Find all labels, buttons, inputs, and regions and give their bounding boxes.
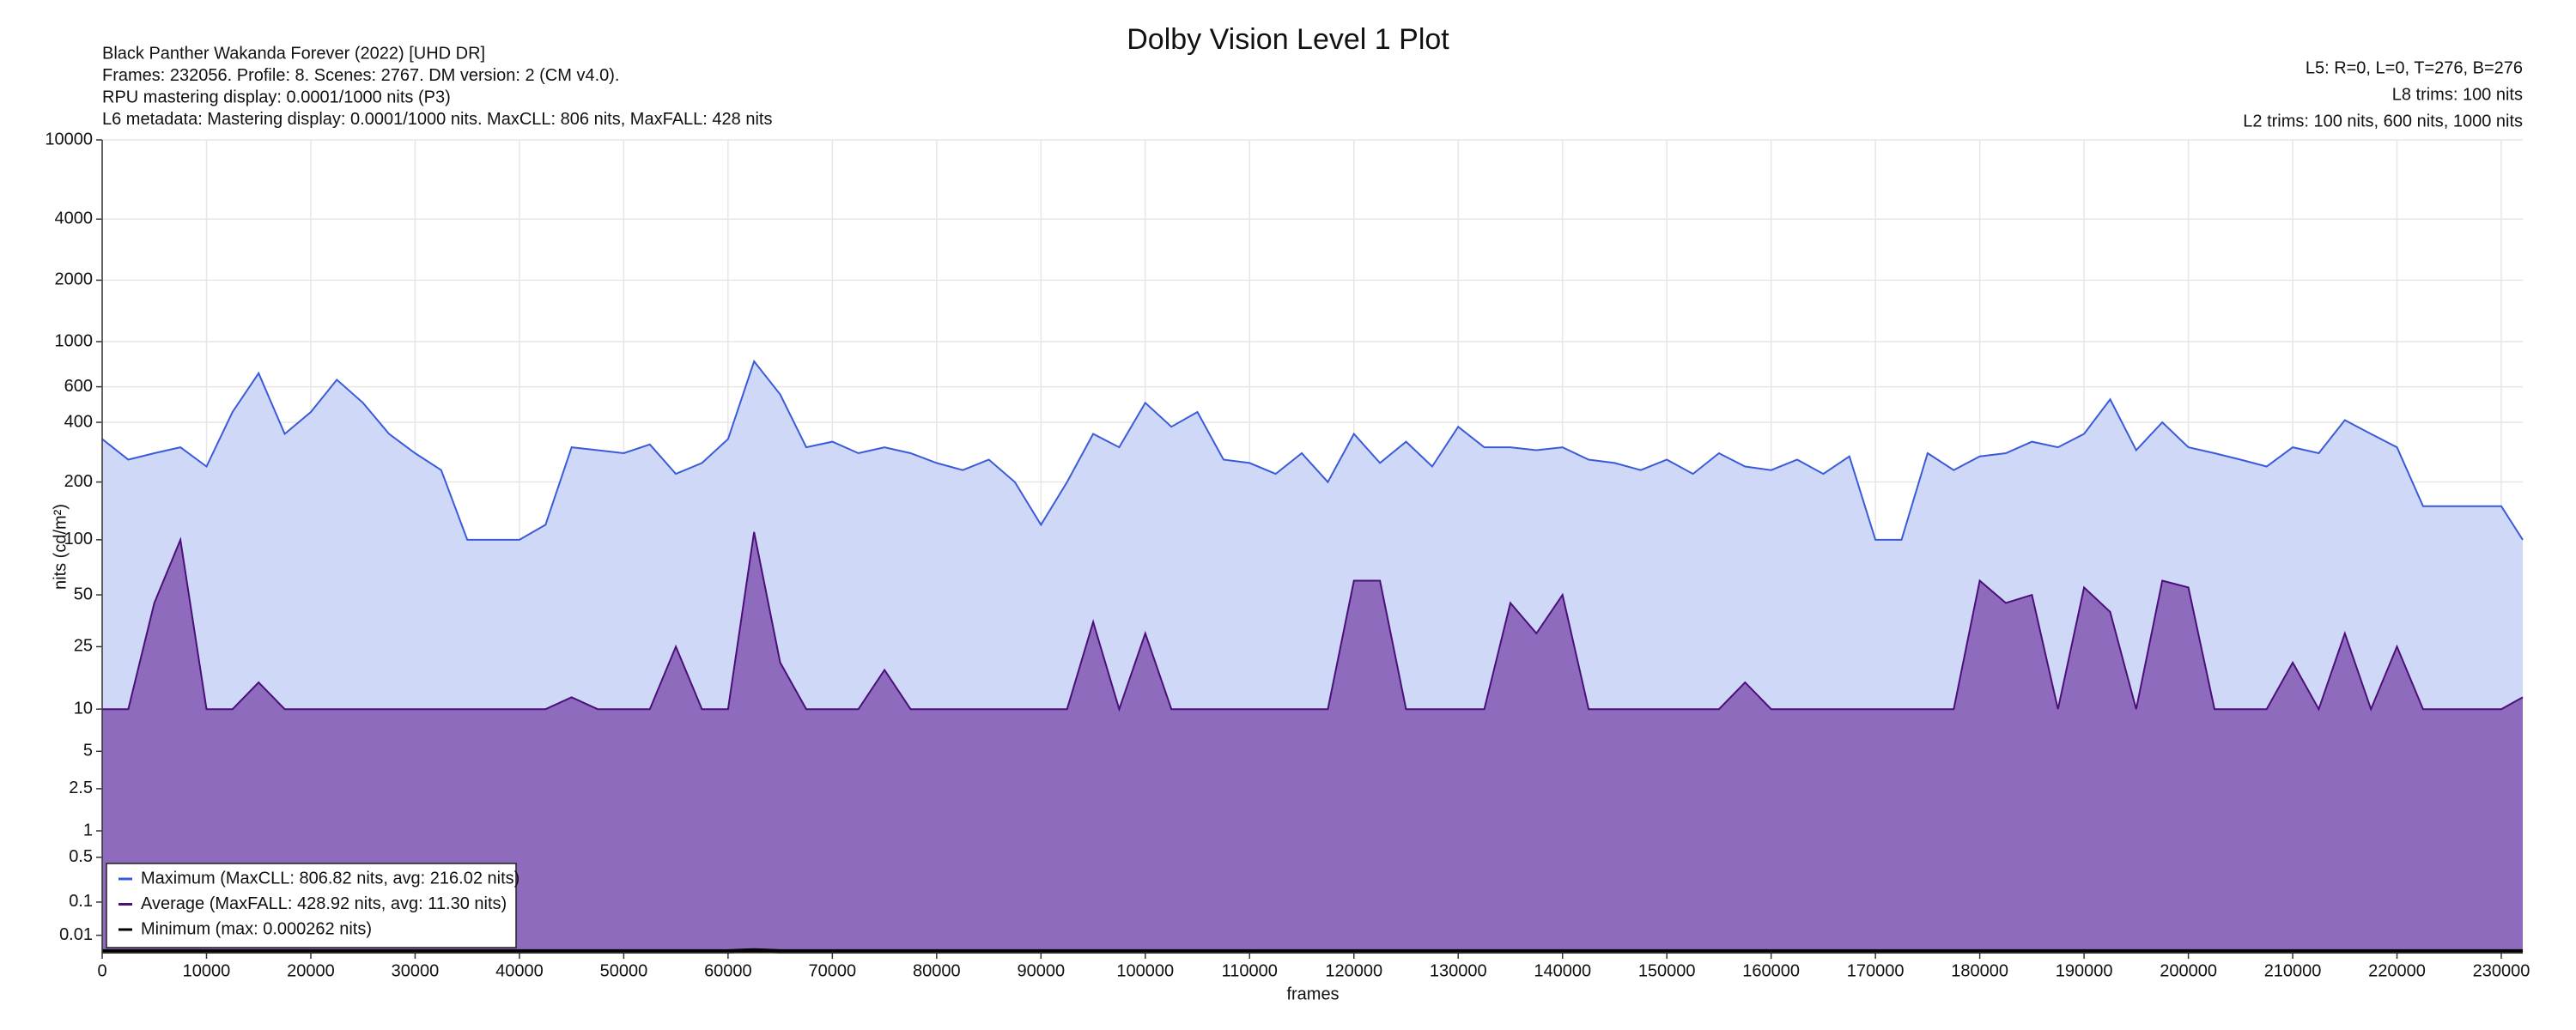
x-tick-label: 220000 — [2368, 961, 2426, 980]
info-text: Black Panther Wakanda Forever (2022) [UH… — [102, 44, 485, 63]
legend-label: Maximum (MaxCLL: 806.82 nits, avg: 216.0… — [141, 869, 519, 888]
info-text: RPU mastering display: 0.0001/1000 nits … — [102, 88, 451, 106]
x-tick-label: 170000 — [1847, 961, 1905, 980]
y-tick-label: 2.5 — [69, 779, 93, 797]
x-tick-label: 230000 — [2473, 961, 2530, 980]
y-tick-label: 25 — [74, 637, 93, 656]
x-tick-label: 60000 — [704, 961, 752, 980]
y-tick-label: 0.01 — [59, 925, 93, 944]
x-tick-label: 30000 — [392, 961, 440, 980]
x-tick-label: 140000 — [1534, 961, 1591, 980]
x-tick-label: 130000 — [1430, 961, 1487, 980]
y-tick-label: 400 — [64, 412, 93, 431]
series-line — [102, 531, 2524, 712]
series-line — [101, 359, 2524, 541]
y-tick-label: 10 — [74, 699, 93, 718]
info-text: L2 trims: 100 nits, 600 nits, 1000 nits — [2243, 112, 2523, 130]
info-text: Frames: 232056. Profile: 8. Scenes: 2767… — [102, 66, 619, 85]
series-line — [102, 948, 2523, 954]
x-tick-label: 100000 — [1116, 961, 1174, 980]
x-tick-label: 210000 — [2264, 961, 2322, 980]
y-tick-label: 100 — [64, 530, 93, 548]
y-tick-label: 50 — [74, 585, 93, 603]
y-tick-label: 200 — [64, 472, 93, 491]
x-tick-label: 180000 — [1951, 961, 2008, 980]
x-tick-label: 90000 — [1018, 961, 1066, 980]
y-tick-label: 4000 — [55, 209, 94, 228]
y-tick-label: 0.1 — [69, 892, 93, 911]
x-tick-label: 110000 — [1222, 961, 1278, 980]
y-tick-label: 600 — [64, 377, 93, 396]
x-tick-label: 50000 — [600, 961, 648, 980]
legend-label: Minimum (max: 0.000262 nits) — [141, 919, 372, 938]
y-tick-label: 10000 — [45, 130, 93, 148]
y-axis-label: nits (cd/m²) — [51, 504, 70, 590]
x-tick-label: 120000 — [1325, 961, 1382, 980]
y-tick-label: 1000 — [55, 331, 94, 350]
series-area — [102, 531, 2523, 953]
x-tick-label: 190000 — [2056, 961, 2113, 980]
x-tick-label: 10000 — [183, 961, 231, 980]
info-text: L6 metadata: Mastering display: 0.0001/1… — [102, 110, 772, 129]
info-text: L5: R=0, L=0, T=276, B=276 — [2306, 58, 2523, 77]
x-tick-label: 200000 — [2160, 961, 2217, 980]
x-tick-label: 160000 — [1742, 961, 1800, 980]
y-tick-label: 0.5 — [69, 847, 93, 866]
y-tick-label: 2000 — [55, 270, 94, 289]
x-axis-label: frames — [1286, 985, 1339, 1003]
legend: Maximum (MaxCLL: 806.82 nits, avg: 216.0… — [106, 863, 519, 948]
y-tick-label: 5 — [83, 742, 93, 760]
info-text: L8 trims: 100 nits — [2392, 85, 2523, 104]
x-tick-label: 0 — [97, 961, 106, 980]
x-tick-label: 70000 — [809, 961, 857, 980]
legend-label: Average (MaxFALL: 428.92 nits, avg: 11.3… — [141, 894, 507, 913]
chart-title: Dolby Vision Level 1 Plot — [1127, 23, 1449, 56]
legend-box — [106, 863, 517, 948]
y-tick-label: 1 — [83, 821, 93, 839]
x-tick-label: 80000 — [913, 961, 961, 980]
x-tick-label: 40000 — [495, 961, 544, 980]
x-tick-label: 20000 — [287, 961, 335, 980]
x-tick-label: 150000 — [1638, 961, 1696, 980]
